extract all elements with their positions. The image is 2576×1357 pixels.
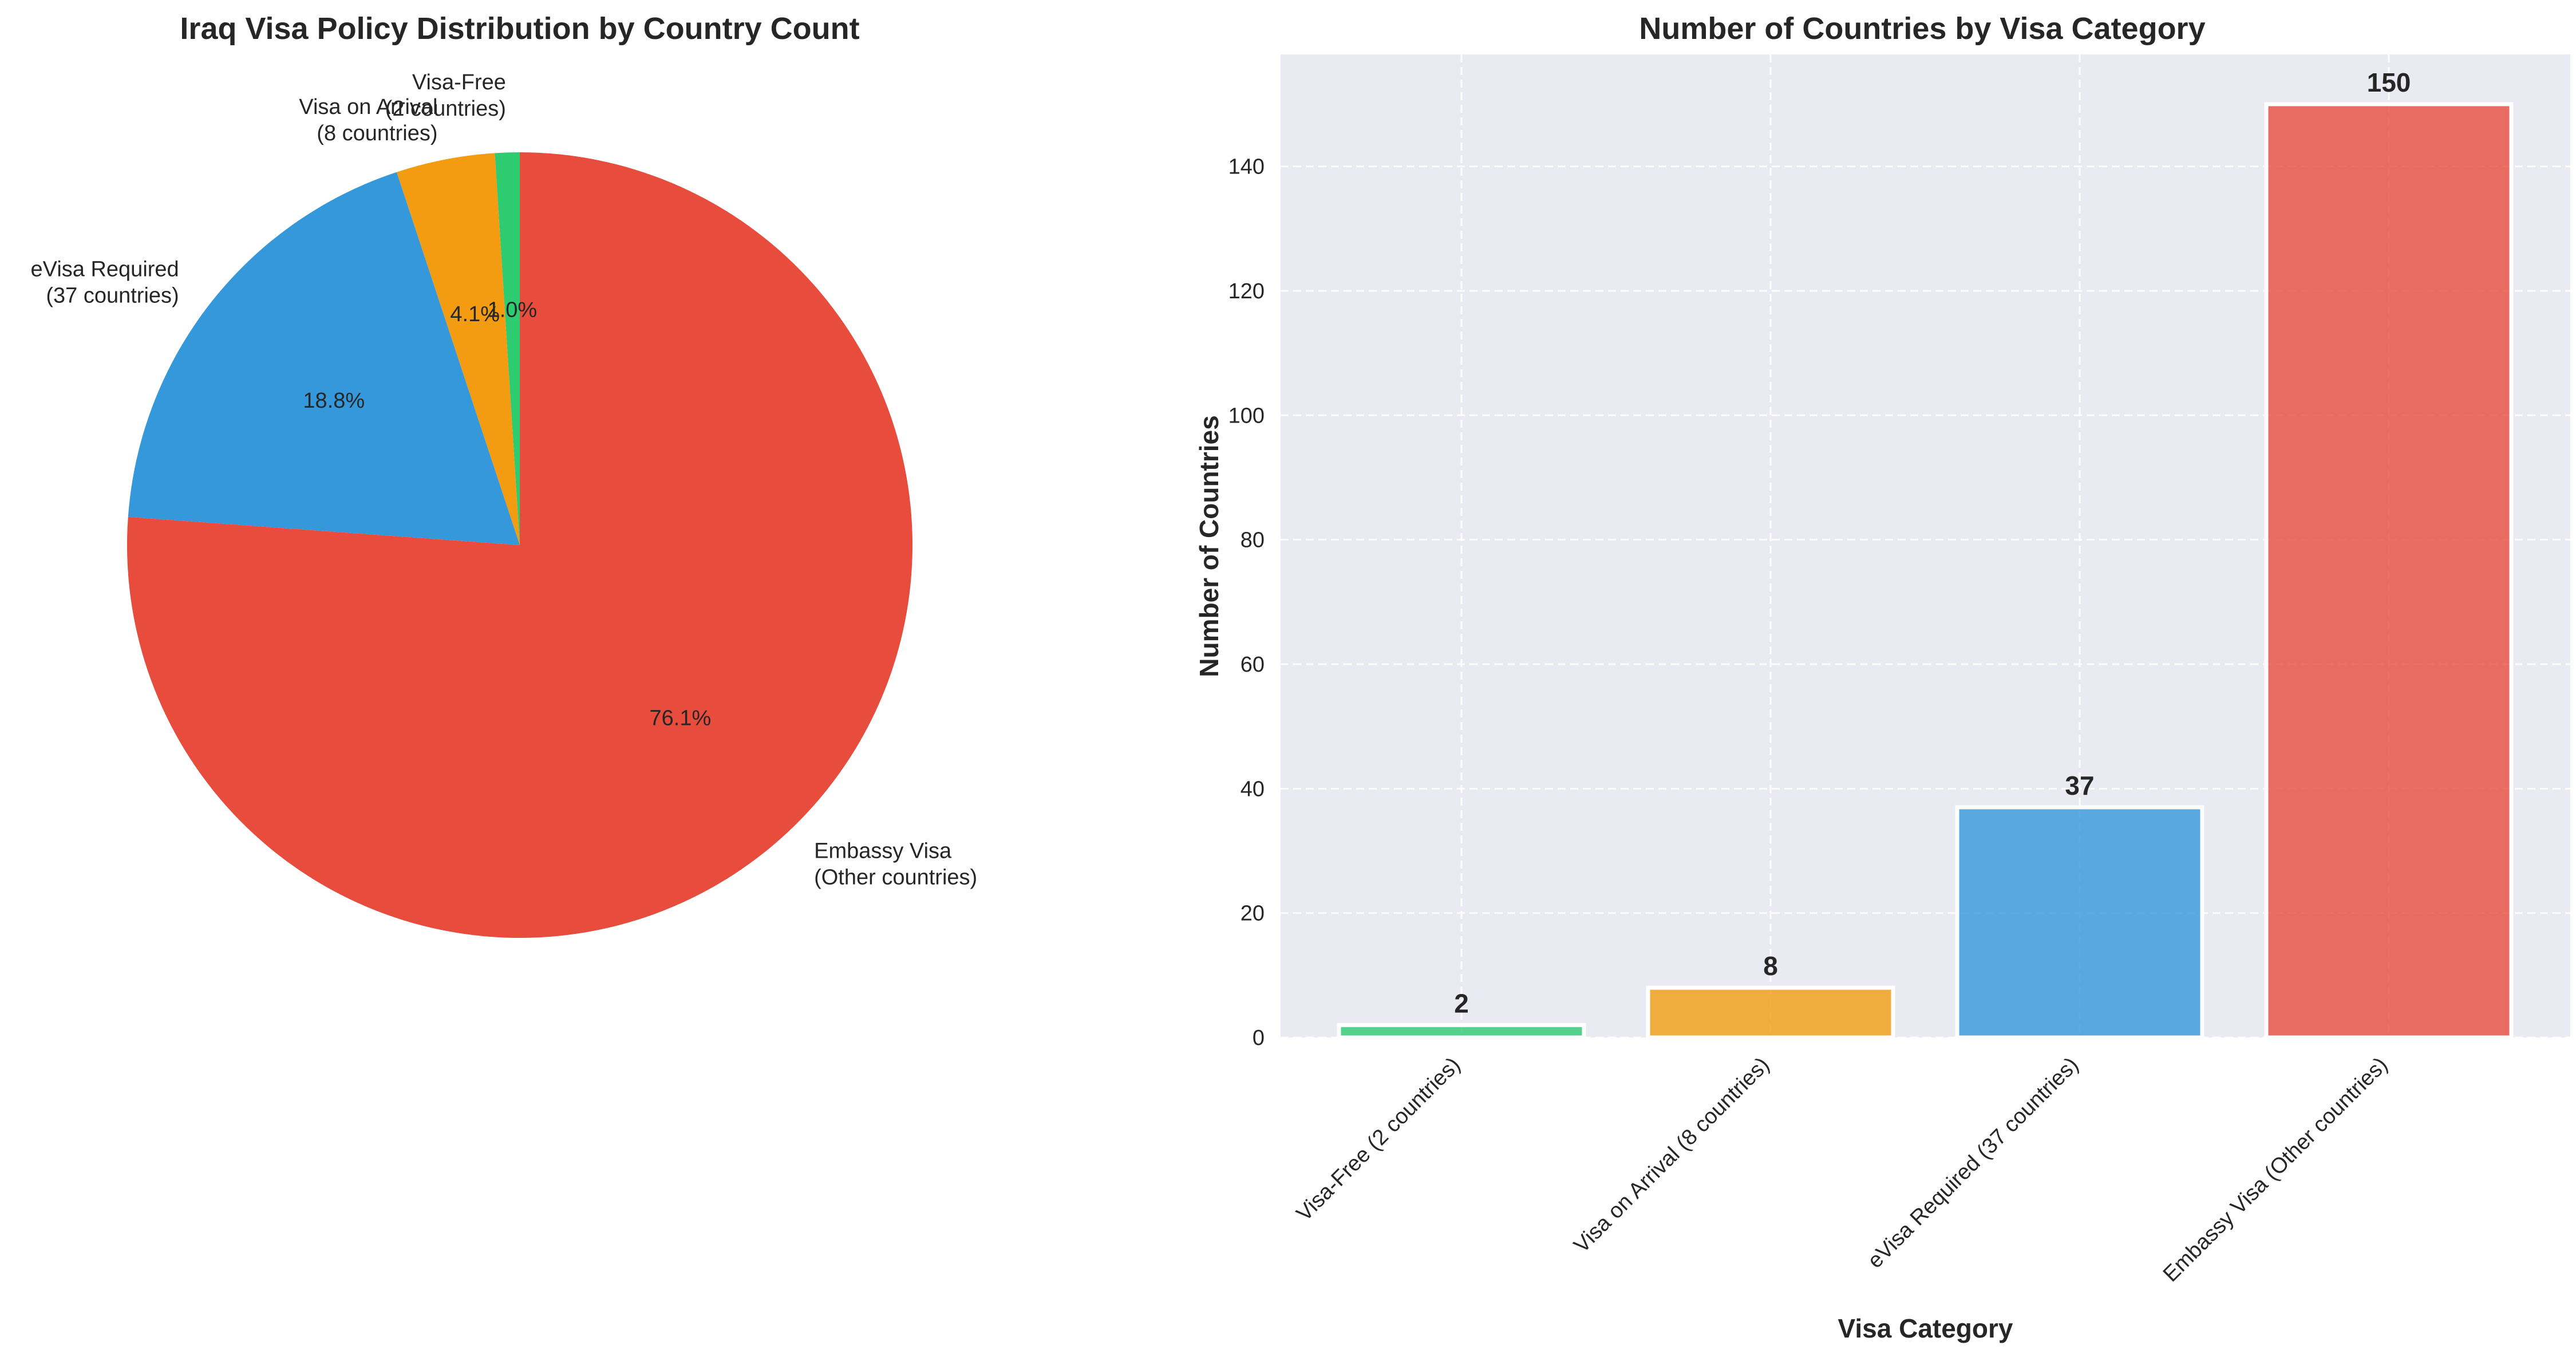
x-axis-label: Visa Category [1838,1313,2013,1343]
bar-bars [1337,102,2514,1040]
y-tick-label: 80 [1240,528,1265,553]
bar-chart-title: Number of Countries by Visa Category [1639,11,2205,46]
x-axis-ticks: Visa-Free (2 countries) Visa on Arrival (… [1292,1053,2392,1287]
pie-chart-title: Iraq Visa Policy Distribution by Country… [180,11,859,46]
pie-slice [128,172,520,546]
pie-slice-label: Embassy Visa (Other countries) [814,839,977,889]
y-tick-label: 20 [1240,902,1265,926]
y-tick-label: 120 [1228,279,1265,303]
x-tick-label: Visa on Arrival (8 countries) [1570,1053,1775,1258]
pie-slice [127,152,913,938]
bar-value-labels: 2 8 37 150 [1454,68,2411,1018]
pie-slice [396,153,520,545]
pie-chart: Iraq Visa Policy Distribution by Country… [31,11,978,938]
bar-value-label: 2 [1454,988,1469,1018]
x-tick-label: Embassy Visa (Other countries) [2159,1053,2393,1287]
pie-slice-label: Visa-Free (2 countries) [385,70,506,121]
y-axis-label: Number of Countries [1194,415,1224,677]
bar-value-label: 37 [2065,771,2094,800]
pie-slice-percentage: 4.1% [450,302,500,326]
x-tick-label: eVisa Required (37 countries) [1863,1053,2084,1273]
pie-slices [127,152,913,938]
bar-chart: Number of Countries by Visa Category 2 8 3… [1194,11,2570,1343]
bar [1337,1023,1586,1040]
pie-slice-percentage: 18.8% [303,389,365,413]
bar [2264,102,2514,1040]
bar [1646,985,1895,1040]
bar-value-label: 150 [2367,68,2411,97]
pie-slice-percentage: 1.0% [488,298,538,322]
y-tick-label: 60 [1240,653,1265,677]
bar [1955,805,2204,1040]
pie-labels: 1.0% Visa-Free (2 countries) 4.1% Visa on Ar… [31,70,978,890]
y-axis-ticks: 0 20 40 60 80 100 120 140 [1228,155,1265,1050]
pie-slice-label: eVisa Required (37 countries) [31,257,179,307]
bar-value-label: 8 [1763,951,1778,981]
pie-slice-percentage: 76.1% [650,706,712,730]
x-tick-label: Visa-Free (2 countries) [1292,1053,1465,1226]
pie-slice [495,152,520,545]
y-tick-label: 100 [1228,404,1265,428]
y-tick-label: 40 [1240,777,1265,801]
y-tick-label: 140 [1228,155,1265,179]
y-tick-label: 0 [1253,1026,1265,1050]
pie-slice-label: Visa on Arrival (8 countries) [299,95,437,145]
